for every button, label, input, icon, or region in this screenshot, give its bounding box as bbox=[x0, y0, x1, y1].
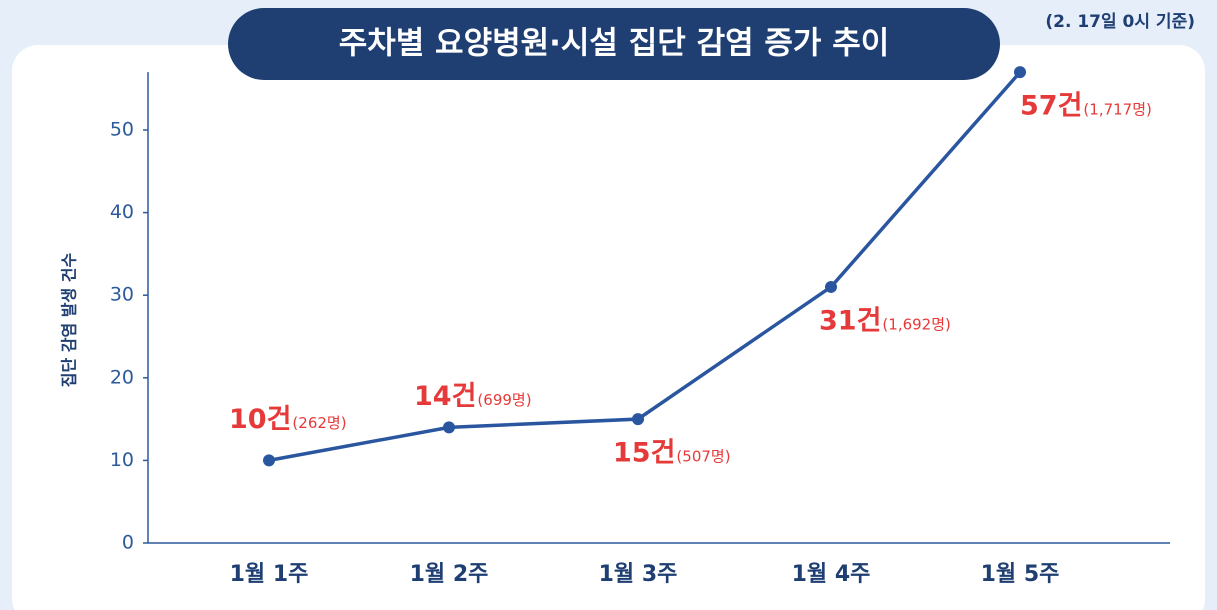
patient-label: (507명) bbox=[676, 448, 730, 466]
x-tick-label: 1월 5주 bbox=[981, 562, 1060, 587]
chart-title: 주차별 요양병원·시설 집단 감염 증가 추이 bbox=[339, 26, 890, 62]
value-label: 15건 bbox=[613, 438, 675, 469]
panel bbox=[12, 45, 1205, 610]
x-tick-label: 1월 2주 bbox=[410, 562, 489, 587]
value-label: 31건 bbox=[819, 305, 881, 336]
patient-label: (699명) bbox=[477, 391, 531, 409]
point bbox=[443, 421, 455, 434]
value-label: 14건 bbox=[414, 381, 476, 412]
y-tick-label: 30 bbox=[110, 284, 134, 306]
point bbox=[632, 413, 644, 426]
point bbox=[263, 454, 275, 467]
x-tick-label: 1월 1주 bbox=[230, 562, 309, 587]
subtitle: (2. 17일 0시 기준) bbox=[1045, 12, 1195, 32]
point bbox=[825, 280, 837, 293]
y-axis-label: 집단 감염 발생 건수 bbox=[60, 252, 79, 387]
title-pill bbox=[228, 8, 1000, 80]
patient-label: (262명) bbox=[292, 414, 346, 432]
y-tick-label: 50 bbox=[110, 119, 134, 141]
y-tick-label: 0 bbox=[122, 532, 134, 554]
patient-label: (1,692명) bbox=[882, 315, 950, 333]
patient-label: (1,717명) bbox=[1083, 101, 1151, 119]
value-label: 57건 bbox=[1020, 91, 1082, 122]
y-tick-label: 20 bbox=[110, 366, 134, 388]
x-tick-label: 1월 4주 bbox=[792, 562, 871, 587]
x-tick-label: 1월 3주 bbox=[599, 562, 678, 587]
y-tick-label: 10 bbox=[110, 449, 134, 471]
value-label: 10건 bbox=[229, 404, 291, 435]
y-tick-label: 40 bbox=[110, 201, 134, 223]
point bbox=[1014, 66, 1026, 79]
